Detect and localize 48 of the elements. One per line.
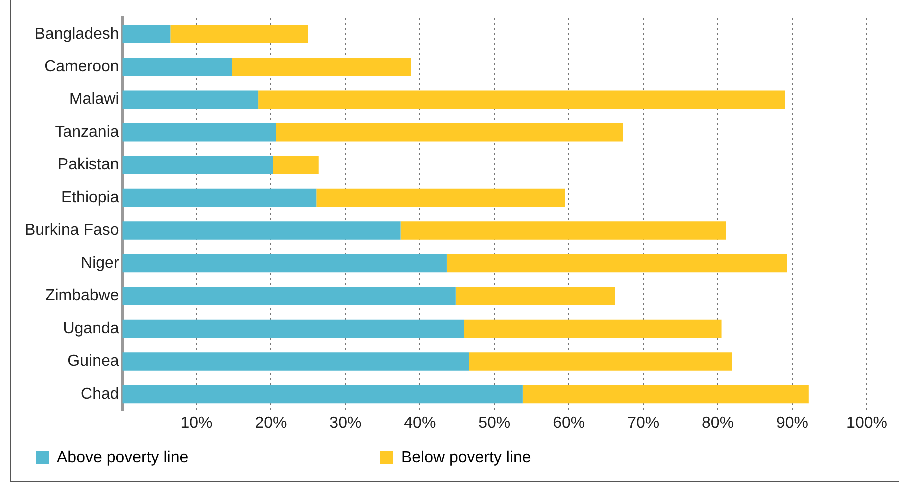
bar [400, 222, 726, 240]
bar [258, 90, 786, 109]
x-tick-label: 60% [553, 414, 586, 432]
bar [456, 287, 616, 306]
y-tick-label: Bangladesh [34, 26, 120, 43]
y-tick-label: Guinea [68, 353, 120, 370]
bar [122, 188, 317, 208]
y-tick-label: Ethiopia [61, 189, 120, 206]
y-tick-label: Uganda [63, 320, 120, 338]
y-tick-label: Chad [81, 386, 120, 403]
bar [522, 385, 809, 404]
x-tick-label: 20% [255, 414, 288, 432]
x-tick-label: 100% [846, 414, 888, 432]
bar [122, 123, 276, 142]
x-tick-label: 70% [628, 414, 660, 432]
bar [122, 287, 456, 306]
bar [122, 25, 171, 44]
bar [122, 90, 259, 109]
bar [122, 156, 274, 174]
legend-label: Above poverty line [57, 449, 366, 466]
bar [232, 58, 412, 76]
legend-label: Below poverty line [401, 449, 710, 466]
bar [170, 25, 308, 44]
y-tick-label: Pakistan [58, 156, 120, 174]
bar [122, 254, 447, 273]
bar [122, 58, 232, 76]
bar [122, 222, 401, 240]
x-tick-label: 80% [702, 414, 734, 432]
x-tick-label: 90% [776, 414, 809, 432]
x-tick-label: 50% [478, 414, 511, 432]
y-tick-label: Zimbabwe [45, 288, 120, 305]
bar [273, 156, 319, 174]
bar [316, 188, 566, 208]
y-tick-label: Malawi [69, 91, 120, 108]
x-tick-label: 30% [330, 414, 362, 432]
bar [122, 352, 470, 371]
bar [446, 254, 788, 273]
y-tick-label: Burkina Faso [25, 222, 120, 240]
bar [122, 320, 464, 338]
x-tick-label: 40% [404, 414, 436, 432]
bar [464, 320, 722, 338]
y-tick-label: Tanzania [55, 124, 120, 141]
y-tick-label: Cameroon [44, 58, 120, 76]
bar [122, 385, 523, 404]
x-tick-label: 10% [180, 414, 213, 432]
bar [276, 123, 624, 142]
bar [469, 352, 732, 371]
y-tick-label: Niger [81, 254, 120, 272]
